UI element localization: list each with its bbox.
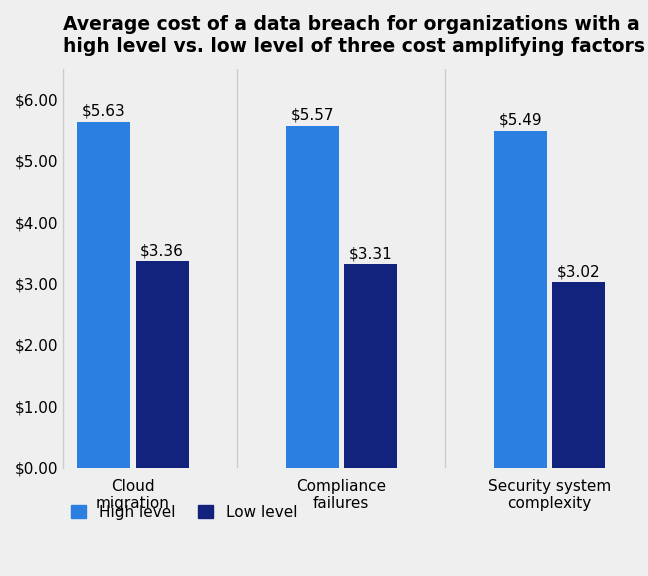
Text: $3.31: $3.31 [349,247,392,262]
Bar [344,264,397,468]
Text: $5.63: $5.63 [82,104,126,119]
Bar [286,126,338,468]
Text: $3.02: $3.02 [557,264,601,279]
Text: $5.49: $5.49 [499,112,542,127]
Bar [135,262,189,468]
Text: $3.36: $3.36 [140,243,184,258]
Bar [494,131,547,468]
Bar [77,122,130,468]
Text: Average cost of a data breach for organizations with a
high level vs. low level : Average cost of a data breach for organi… [64,15,645,56]
Legend: High level, Low level: High level, Low level [71,505,297,520]
Text: $5.57: $5.57 [290,108,334,123]
Bar [553,282,605,468]
